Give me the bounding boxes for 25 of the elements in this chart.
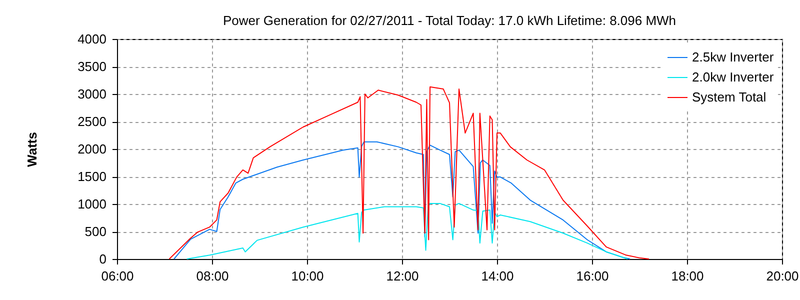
legend-label: System Total [692, 90, 766, 104]
line-series [168, 86, 650, 260]
x-tick-label: 08:00 [196, 268, 229, 284]
line-series [186, 202, 628, 260]
legend-label: 2.0kw Inverter [692, 70, 774, 84]
y-tick-label: 3000 [78, 86, 106, 102]
y-tick-label: 2500 [78, 114, 106, 129]
y-tick-label: 3500 [78, 59, 106, 74]
x-tick-label: 16:00 [576, 268, 609, 284]
chart-title: Power Generation for 02/27/2011 - Total Today: 17.0 kWh Lifetime: 8.096 MWh [222, 13, 676, 28]
y-tick-label: 1500 [78, 169, 106, 184]
x-tick-label: 12:00 [386, 268, 419, 284]
x-tick-label: 14:00 [481, 268, 514, 284]
line-series [174, 141, 630, 260]
x-tick-label: 20:00 [766, 268, 799, 284]
y-tick-label: 1000 [78, 196, 106, 212]
y-tick-label: 0 [99, 252, 106, 266]
y-tick-label: 2000 [78, 142, 106, 156]
y-tick-label: 4000 [78, 32, 106, 46]
y-axis-title: Watts [24, 132, 40, 167]
x-tick-label: 06:00 [101, 268, 134, 284]
x-tick-label: 18:00 [671, 268, 704, 284]
y-tick-label: 500 [84, 224, 106, 239]
legend-label: 2.5kw Inverter [692, 50, 774, 64]
x-tick-label: 10:00 [291, 268, 324, 284]
